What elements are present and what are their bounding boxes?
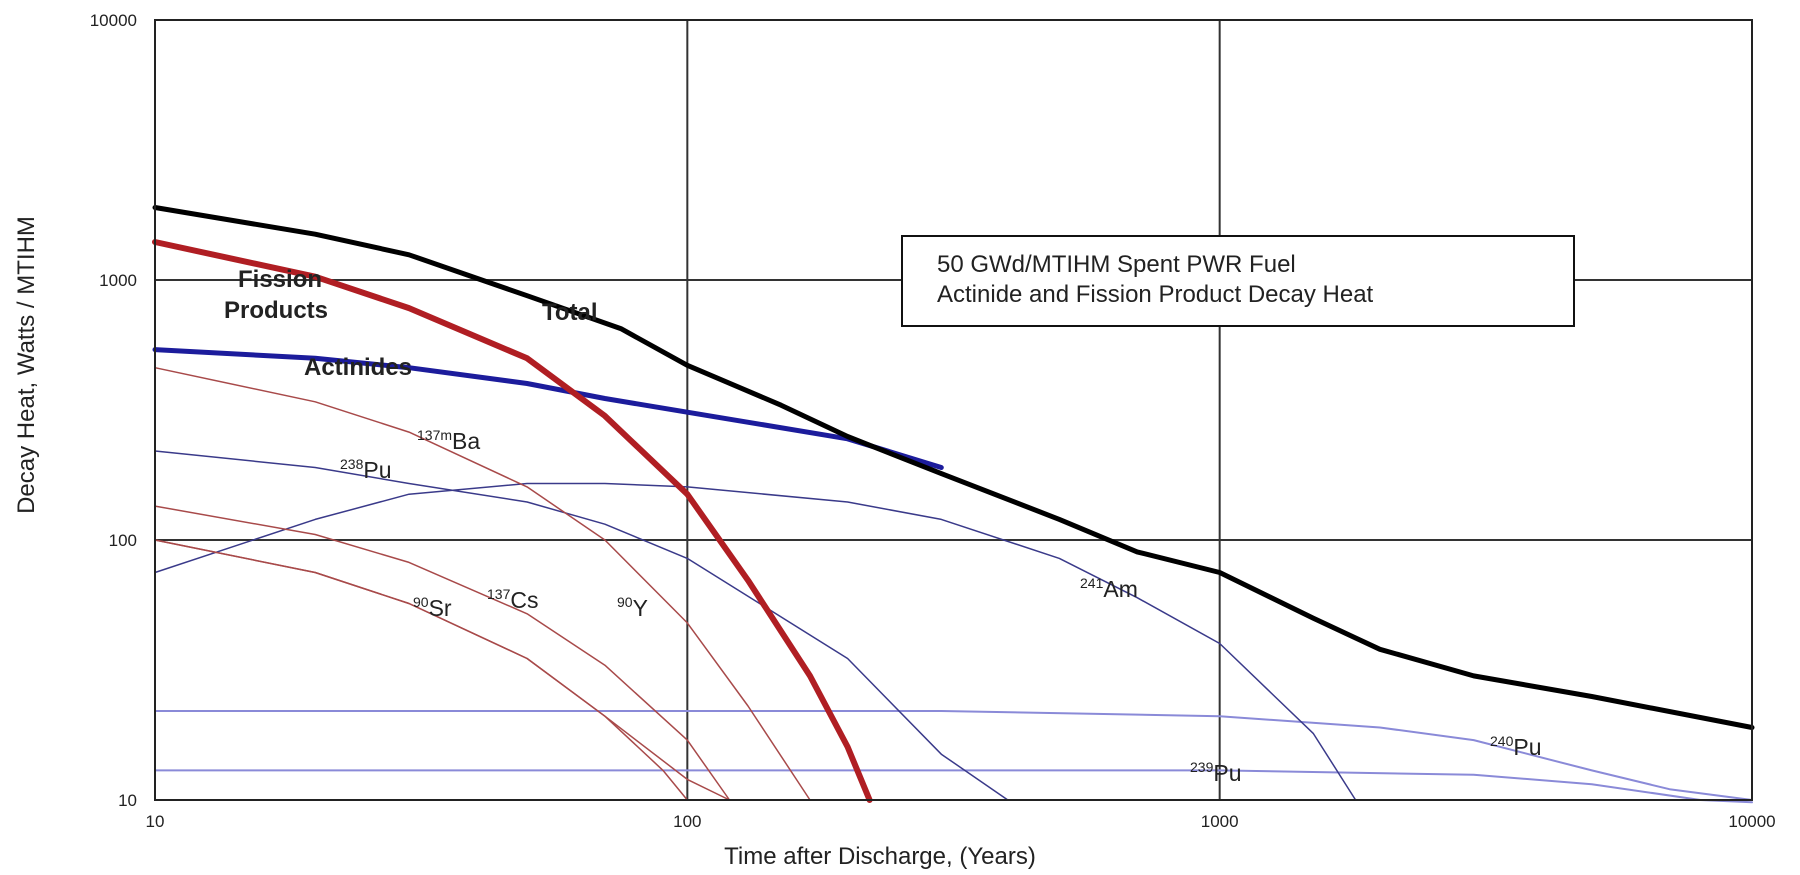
series-line-actinides — [152, 347, 944, 470]
x-axis-label: Time after Discharge, (Years) — [724, 843, 1036, 870]
tick-labels: 10 100 1000 10000 10 100 1000 10000 — [90, 11, 1776, 831]
pu240-label: 240Pu — [1490, 733, 1542, 760]
total-label: Total — [542, 299, 598, 326]
x-tick-label-1000: 1000 — [1201, 812, 1239, 831]
series-line-238pu — [154, 450, 1009, 801]
info-box-line2: Actinide and Fission Product Decay Heat — [937, 281, 1374, 308]
ba137m-label: 137mBa — [417, 427, 480, 454]
sr90-label: 90Sr — [413, 594, 452, 621]
y90-label: 90Y — [617, 594, 648, 621]
series-line-fission-products — [152, 239, 873, 803]
info-box-line1: 50 GWd/MTIHM Spent PWR Fuel — [937, 251, 1296, 278]
x-tick-label-100: 100 — [673, 812, 701, 831]
pu238-label: 238Pu — [340, 456, 392, 483]
y-tick-label-10000: 10000 — [90, 11, 137, 30]
actinides-label: Actinides — [304, 354, 412, 381]
y-tick-label-1000: 1000 — [99, 271, 137, 290]
series-line-total — [152, 205, 1755, 730]
x-tick-label-10: 10 — [146, 812, 165, 831]
series-line-240pu — [154, 710, 1753, 801]
info-box-frame — [901, 235, 1575, 327]
curve-labels: Fission Products Total Actinides 137mBa … — [224, 266, 1542, 786]
series-line-137mba — [154, 366, 811, 801]
x-tick-label-10000: 10000 — [1728, 812, 1775, 831]
plot-border — [154, 19, 1753, 801]
info-box: 50 GWd/MTIHM Spent PWR Fuel Actinide and… — [901, 235, 1575, 327]
series-line-137cs — [154, 505, 731, 801]
y-tick-label-10: 10 — [118, 791, 137, 810]
cs137-label: 137Cs — [487, 586, 538, 613]
am241-label: 241Am — [1080, 575, 1138, 602]
pu239-label: 239Pu — [1190, 759, 1242, 786]
y-axis-label: Decay Heat, Watts / MTIHM — [13, 216, 40, 514]
fission-label-word1: Fission — [238, 266, 322, 293]
fission-label-word2: Products — [224, 297, 328, 324]
series-line-241am — [154, 482, 1357, 801]
y-tick-label-100: 100 — [109, 531, 137, 550]
plot-frame — [154, 19, 1753, 801]
series-line-90y — [154, 539, 731, 801]
